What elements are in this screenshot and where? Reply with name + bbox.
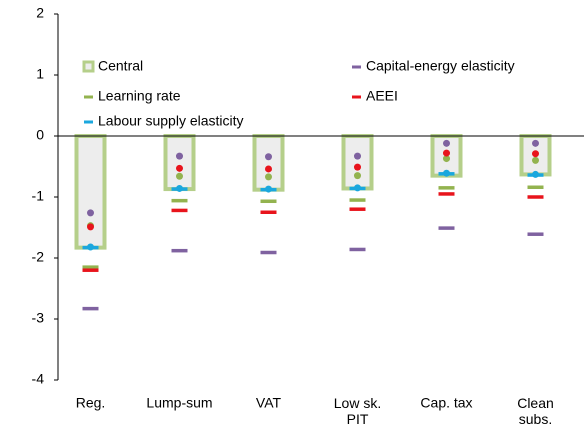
y-tick-label: 0 [36,127,44,143]
legend-label: Central [98,58,143,74]
x-tick-label-line: PIT [347,411,369,427]
legend-label: Capital-energy elasticity [366,58,515,74]
legend-label: Labour supply elasticity [98,113,244,129]
y-tick-label: -3 [32,310,45,326]
legend-label: AEEI [366,88,398,104]
x-tick-label: VAT [256,395,282,411]
sensitivity-dot [443,155,450,163]
x-tick-label: Cap. tax [420,395,472,411]
central-bar [163,134,196,192]
sensitivity-dot [354,163,361,171]
sensitivity-dot [176,172,183,180]
sensitivity-dot [443,139,450,147]
sensitivity-dot [354,172,361,180]
x-tick-label: Low sk. PIT [334,395,381,427]
sensitivity-dot [176,164,183,172]
sensitivity-dot [87,209,94,217]
y-tick-label: -2 [32,249,45,265]
legend-swatch [82,60,95,73]
x-tick-label: Lump-sum [146,395,212,411]
sensitivity-dot [354,152,361,160]
x-tick-label: Reg. [76,395,106,411]
y-tick-label: 2 [36,5,44,21]
x-tick-label-line: Clean [517,395,554,411]
sensitivity-dot [443,149,450,157]
x-tick-label-line: subs. [519,411,552,427]
sensitivity-dot [87,223,94,231]
sensitivity-dot [176,152,183,160]
sensitivity-dot [532,156,539,164]
y-tick-label: -1 [32,188,45,204]
sensitivity-dot [265,173,272,181]
sensitivity-dot [532,139,539,147]
y-tick-label: 1 [36,66,44,82]
legend-label: Learning rate [98,88,181,104]
y-tick-label: -4 [32,371,45,387]
central-bar [341,134,374,191]
central-bar [252,134,285,192]
x-tick-label: Clean subs. [517,395,554,427]
central-bar [74,134,107,250]
sensitivity-dot [265,153,272,161]
sensitivity-dot [265,165,272,173]
sensitivity-dot [532,150,539,158]
x-tick-label-line: Low sk. [334,395,381,411]
